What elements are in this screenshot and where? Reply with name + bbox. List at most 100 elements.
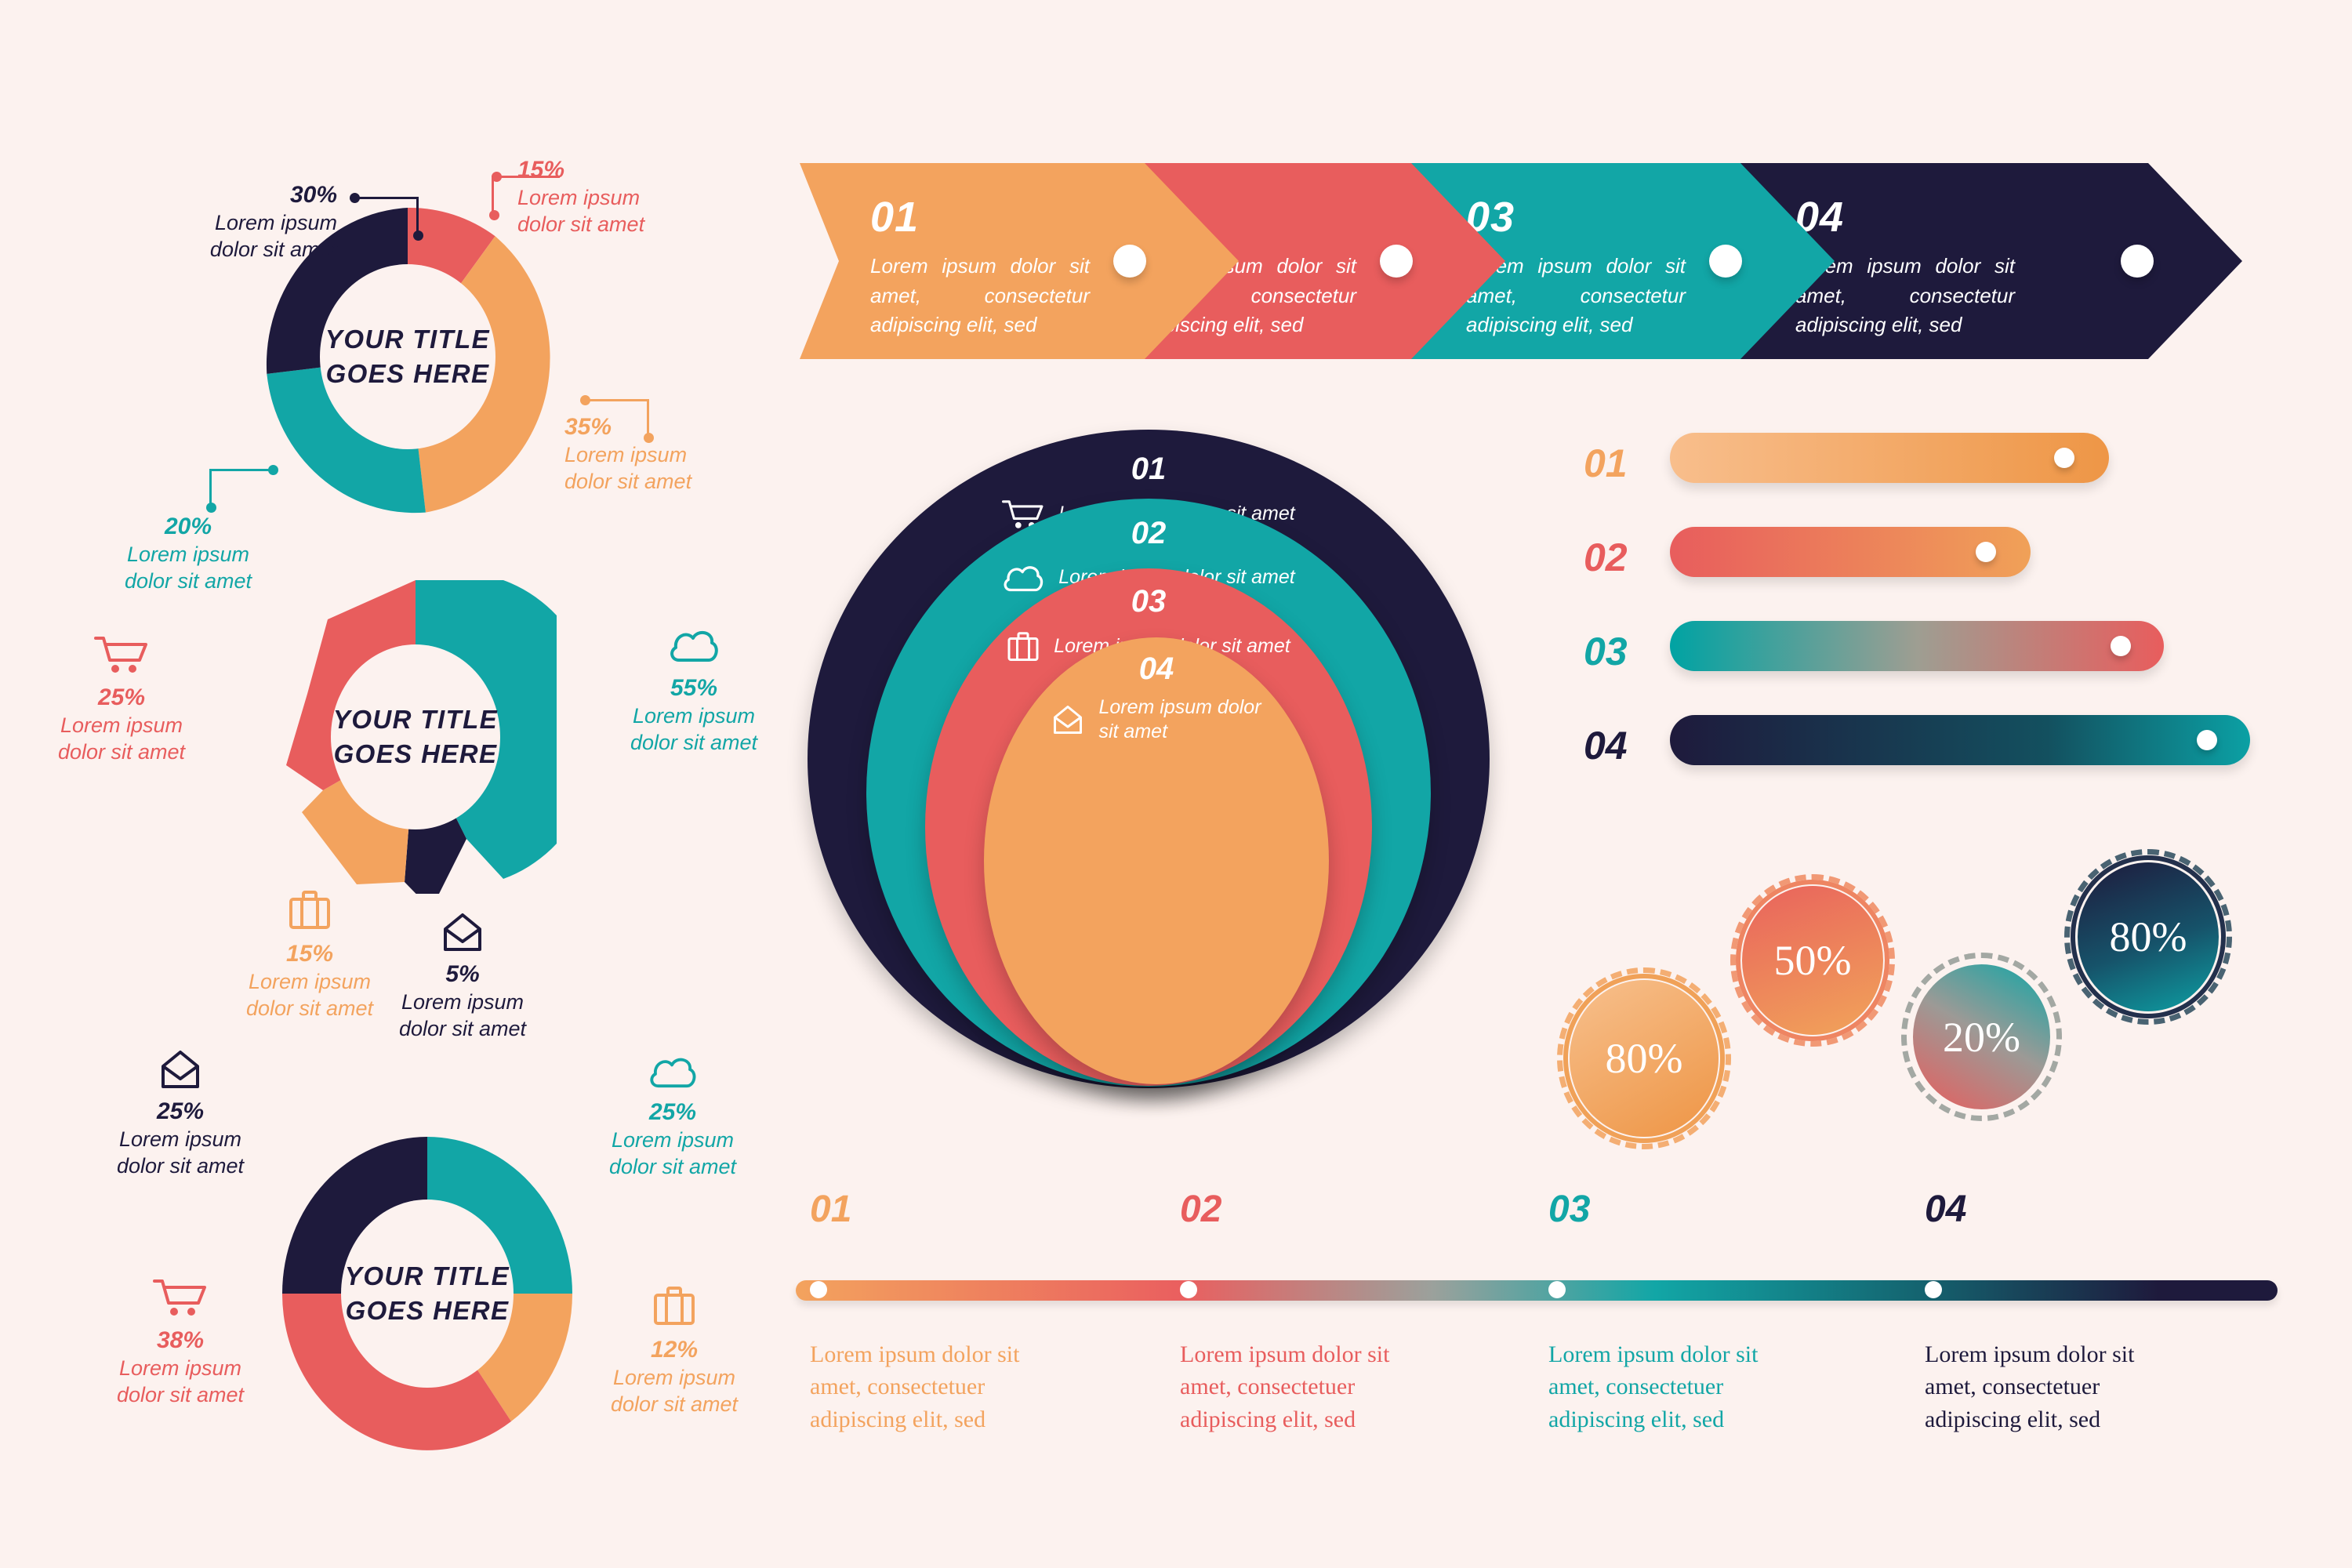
progress-bar-row-04[interactable]: 04: [1584, 715, 2289, 773]
donut-1-pct-30: 30%: [289, 182, 337, 208]
donut-1-leader-v-20: [209, 469, 212, 507]
chevron-04-dot: [2121, 245, 2154, 278]
donut-1-pct-35: 35%: [564, 414, 612, 440]
percent-circle-80-navy-outline: [2071, 855, 2226, 1018]
briefcase-icon: [654, 1287, 695, 1325]
cloud-icon: [1004, 566, 1044, 592]
progress-02-track[interactable]: [1670, 527, 2031, 577]
timeline-03-number: 03: [1548, 1189, 1591, 1230]
progress-03-track[interactable]: [1670, 621, 2164, 671]
progress-01-knob[interactable]: [2054, 448, 2074, 468]
progress-bar-row-03[interactable]: 03: [1584, 621, 2289, 679]
donut-1-leader-v-35: [647, 399, 649, 437]
chevron-03-text: Lorem ipsum dolor sit amet, consectetur …: [1466, 254, 1686, 337]
progress-bar-row-01[interactable]: 01: [1584, 433, 2289, 491]
donut-3-caption-38: Lorem ipsum dolor sit amet: [116, 1356, 245, 1407]
timeline-track[interactable]: [796, 1280, 2278, 1301]
envelope-icon: [444, 913, 481, 951]
percent-circle-50-dash: [1730, 874, 1895, 1047]
progress-04-number: 04: [1584, 724, 1628, 768]
donut-3-pct-38: 38%: [156, 1327, 205, 1353]
percent-circle-80-navy[interactable]: 80%: [2064, 849, 2232, 1025]
donut-1-hole: [320, 264, 495, 449]
ring-step-04[interactable]: 04 Lorem ipsum dolor sit amet: [984, 637, 1329, 1084]
donut-3-caption-12: Lorem ipsum dolor sit amet: [610, 1365, 739, 1417]
donut-chart-3: YOUR TITLE GOES HERE: [282, 1137, 572, 1450]
progress-01-track[interactable]: [1670, 433, 2109, 483]
percent-circle-20-dash: [1901, 953, 2062, 1121]
chevron-01-text: Lorem ipsum dolor sit amet, consectetur …: [870, 254, 1090, 337]
donut-1-caption-30: Lorem ipsum dolor sit amet: [209, 210, 337, 262]
donut-2-hole: [331, 644, 500, 829]
donut-1-center: YOUR TITLE GOES HERE: [315, 260, 500, 454]
percent-circle-50-outline: [1736, 880, 1889, 1041]
donut-3-pct-25-envelope: 25%: [156, 1098, 205, 1124]
ring-04-number: 04: [1138, 652, 1174, 686]
donut-2-caption-15: Lorem ipsum dolor sit amet: [245, 969, 374, 1021]
percent-circle-20[interactable]: 20%: [1901, 953, 2062, 1121]
donut-2-label-envelope: 5% Lorem ipsum dolor sit amet: [368, 913, 557, 1043]
donut-1-leader-dot-20b: [206, 503, 216, 513]
percent-circle-80-orange-dash: [1557, 967, 1731, 1149]
donut-2-center: YOUR TITLE GOES HERE: [328, 640, 503, 834]
progress-bar-row-02[interactable]: 02: [1584, 527, 2289, 585]
progress-03-number: 03: [1584, 630, 1628, 673]
donut-1-label-30: 30% Lorem ipsum dolor sit amet: [110, 182, 337, 263]
timeline-node-04[interactable]: [1925, 1281, 1942, 1298]
progress-bars-group: 01 02 03 04: [1584, 433, 2289, 778]
timeline-02-text: Lorem ipsum dolor sit amet, consectetuer…: [1180, 1341, 1390, 1432]
timeline-node-03[interactable]: [1548, 1281, 1566, 1298]
donut-3-svg: [282, 1137, 572, 1450]
ring-04-row: Lorem ipsum dolor sit amet: [984, 695, 1329, 745]
donut-3-pct-12: 12%: [650, 1337, 699, 1363]
ring-03-number: 03: [1131, 584, 1167, 619]
donut-1-leader-h-35: [585, 399, 649, 401]
percent-circle-80-orange-value: 80%: [1570, 980, 1719, 1137]
cart-icon: [153, 1279, 206, 1316]
cloud-icon: [650, 1058, 696, 1088]
progress-04-knob[interactable]: [2197, 730, 2217, 750]
percent-circle-80-orange[interactable]: 80%: [1557, 967, 1731, 1149]
timeline-01-text: Lorem ipsum dolor sit amet, consectetuer…: [810, 1341, 1020, 1432]
cloud-icon: [670, 630, 718, 662]
chevron-04-text: Lorem ipsum dolor sit amet, consectetur …: [1795, 254, 2015, 337]
donut-1-leader-h-30: [354, 197, 419, 199]
donut-1-label-20: 20% Lorem ipsum dolor sit amet: [74, 457, 302, 595]
percent-circle-80-orange-outline: [1563, 974, 1725, 1143]
donut-2-pct-25: 25%: [97, 684, 146, 710]
donut-2-label-briefcase: 15% Lorem ipsum dolor sit amet: [216, 890, 404, 1022]
donut-1-leader-dot-15b: [489, 210, 499, 220]
donut-1-leader-dot-30b: [413, 230, 423, 241]
donut-1-label-15: 15% Lorem ipsum dolor sit amet: [517, 157, 644, 238]
donut-3-center: YOUR TITLE GOES HERE: [337, 1196, 517, 1391]
ring-04-text: Lorem ipsum dolor sit amet: [1098, 696, 1261, 743]
progress-04-track[interactable]: [1670, 715, 2250, 765]
ring-01-number: 01: [1131, 452, 1167, 486]
envelope-icon: [162, 1051, 199, 1088]
timeline-04-text: Lorem ipsum dolor sit amet, consectetuer…: [1925, 1341, 2135, 1432]
timeline-node-02[interactable]: [1180, 1281, 1197, 1298]
percent-circle-50[interactable]: 50%: [1730, 874, 1895, 1047]
progress-03-knob[interactable]: [2111, 636, 2131, 656]
donut-3-title: YOUR TITLE GOES HERE: [344, 1261, 510, 1325]
briefcase-icon: [289, 891, 330, 929]
donut-1-caption-35: Lorem ipsum dolor sit amet: [564, 442, 692, 494]
donut-2-label-cart: 25% Lorem ipsum dolor sit amet: [27, 635, 216, 766]
donut-1-leader-dot-35b: [644, 433, 654, 443]
donut-1-pct-15: 15%: [517, 157, 565, 183]
progress-01-number: 01: [1584, 441, 1628, 485]
concentric-rings-chart: 01 Lorem ipsum dolor sit amet 02 Lorem i…: [808, 430, 1490, 1088]
timeline-04-number: 04: [1925, 1189, 1967, 1230]
timeline-02-number: 02: [1180, 1189, 1222, 1230]
donut-1-leader-h-20: [209, 469, 274, 471]
progress-02-knob[interactable]: [1976, 542, 1996, 562]
timeline-node-01[interactable]: [810, 1281, 827, 1298]
donut-1-leader-v-30: [416, 197, 419, 235]
chevron-step-01[interactable]: 01 Lorem ipsum dolor sit amet, consectet…: [800, 163, 1239, 359]
donut-2-caption-25: Lorem ipsum dolor sit amet: [57, 713, 186, 764]
donut-1-caption-20: Lorem ipsum dolor sit amet: [124, 542, 252, 593]
donut-3-pct-25-cloud: 25%: [648, 1099, 697, 1125]
donut-3-label-briefcase: 12% Lorem ipsum dolor sit amet: [580, 1286, 768, 1418]
donut-2-caption-55: Lorem ipsum dolor sit amet: [630, 703, 758, 755]
